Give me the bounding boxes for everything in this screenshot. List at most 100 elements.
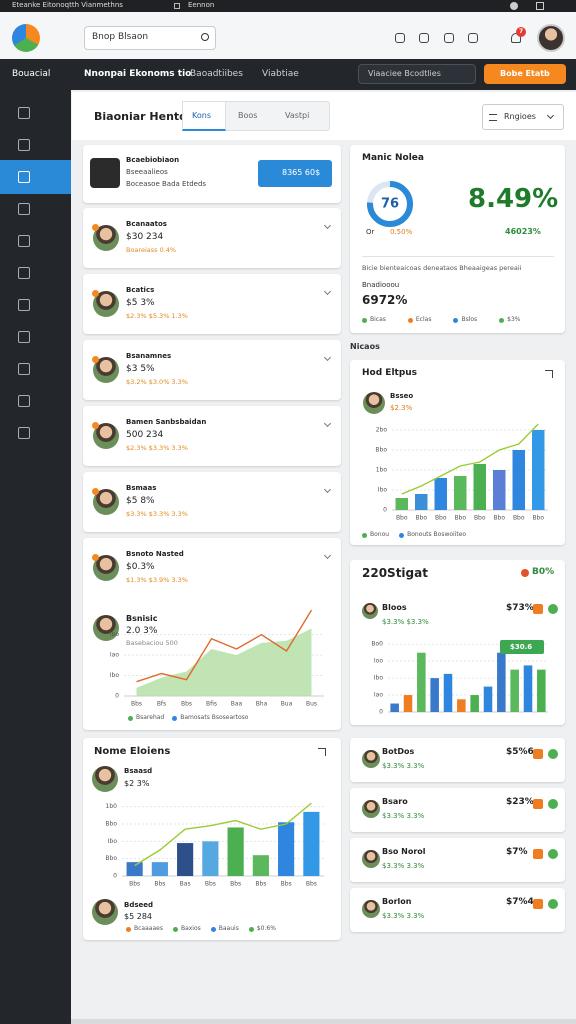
person-name: Bsnisic [126, 614, 158, 623]
legend-label: $3% [507, 316, 521, 323]
window-control[interactable] [536, 2, 544, 10]
person-name: Bdseed [124, 901, 154, 909]
x-tick-label: Baa [231, 701, 243, 708]
sidebar-icon[interactable] [18, 139, 30, 151]
tab-active[interactable] [182, 101, 226, 131]
status-dot [92, 488, 99, 495]
bar [532, 430, 545, 510]
bar [537, 669, 546, 712]
bar [523, 665, 533, 712]
notification-badge [516, 27, 526, 37]
dropdown[interactable] [482, 104, 564, 130]
sidebar-icon[interactable] [18, 171, 30, 183]
item-name: Bsanamnes [126, 352, 172, 360]
y-tick-label: Bo0 [371, 641, 383, 648]
chart-badge-label: $30.6 [510, 643, 533, 651]
expand-icon[interactable] [545, 370, 553, 378]
nav-item: Nnonpai Ekonoms tio [84, 69, 192, 79]
bar [497, 652, 506, 712]
primary-button-label: Bobe Etatb [500, 69, 550, 78]
tab: Kons [192, 111, 211, 120]
x-tick-label: Bbs [205, 881, 216, 888]
sidebar-icon[interactable] [18, 203, 30, 215]
status-dot [92, 290, 99, 297]
bottom-strip [71, 1019, 576, 1024]
sidebar-icon[interactable] [18, 331, 30, 343]
bar [151, 862, 168, 876]
x-tick-label: Bbs [181, 701, 192, 708]
legend-swatch [453, 318, 459, 323]
donut-value: 76 [381, 197, 399, 212]
expand-icon[interactable] [318, 748, 326, 756]
bar [227, 827, 244, 876]
x-tick-label: Bfis [206, 701, 217, 708]
item-meta: $3.3% 3.3% [382, 862, 425, 870]
sidebar-icon[interactable] [18, 427, 30, 439]
item-meta: $2.3% $3.3% 3.3% [126, 444, 188, 452]
sidebar-icon[interactable] [18, 363, 30, 375]
item-name: Bcatics [126, 286, 155, 294]
legend-swatch [172, 927, 178, 932]
y-tick-label: Bbo [375, 447, 387, 454]
header-icon[interactable] [419, 33, 429, 43]
donut-change: 0.50% [390, 228, 413, 236]
sidebar-icon[interactable] [18, 235, 30, 247]
person-value: $2 3% [124, 779, 150, 788]
window-tab: Eennon [188, 1, 215, 9]
bar [395, 498, 408, 510]
dropdown-icon [489, 114, 497, 121]
x-tick-label: Bbo [415, 515, 427, 522]
header-icon[interactable] [395, 33, 405, 43]
header-icon[interactable] [444, 33, 454, 43]
sidebar-icon[interactable] [18, 107, 30, 119]
headline: 8.49% [468, 184, 559, 214]
bar [403, 695, 413, 712]
card-title: Hod Eltpus [362, 368, 418, 378]
window-control[interactable] [510, 2, 518, 10]
y-tick-label: Bbo [105, 821, 117, 828]
item-meta: Boareiass 0.4% [126, 246, 177, 254]
bar [417, 652, 426, 712]
card [83, 406, 341, 466]
legend-label: Bonouts Boswoiiteo [407, 531, 467, 538]
legend-swatch [248, 927, 254, 932]
item-value: $23% [506, 797, 534, 807]
y-tick-label: Ibo [110, 672, 120, 679]
avatar [93, 615, 119, 641]
primary-button[interactable] [484, 64, 566, 84]
legend-swatch [362, 533, 367, 538]
user-avatar[interactable] [537, 24, 565, 52]
dropdown-label: Rngioes [504, 112, 536, 121]
avatar [362, 850, 380, 868]
feature-button[interactable] [258, 160, 332, 187]
x-tick-label: Bbs [129, 881, 140, 888]
sidebar-icon[interactable] [18, 267, 30, 279]
y-tick-label: Ibo [374, 675, 384, 682]
person-value: $2.3% [390, 404, 413, 412]
bar [390, 703, 399, 712]
filter-chip[interactable] [358, 64, 476, 84]
donut-arc [367, 181, 413, 227]
bar [493, 470, 506, 510]
avatar [363, 392, 385, 414]
person-name: Bsseo [390, 392, 414, 400]
chart-badge [500, 640, 544, 654]
card [350, 360, 565, 545]
x-tick-label: Bbs [131, 701, 142, 708]
x-tick-label: Bbo [474, 515, 486, 522]
card [83, 340, 341, 400]
sidebar-icon[interactable] [18, 299, 30, 311]
y-tick-label: Iao [374, 692, 383, 699]
header-icon[interactable] [468, 33, 478, 43]
item-name: Bsmaas [126, 484, 157, 492]
search-box[interactable] [84, 26, 216, 50]
legend-label: Bamosats Bsoseartoso [180, 714, 249, 721]
legend-swatch [210, 927, 216, 932]
person-value: $5 284 [124, 912, 152, 921]
top-bar [0, 0, 576, 12]
bar [454, 476, 467, 510]
card [83, 738, 341, 940]
y-tick-label: 0 [113, 873, 117, 880]
x-tick-label: Bbo [396, 515, 408, 522]
sidebar-icon[interactable] [18, 395, 30, 407]
